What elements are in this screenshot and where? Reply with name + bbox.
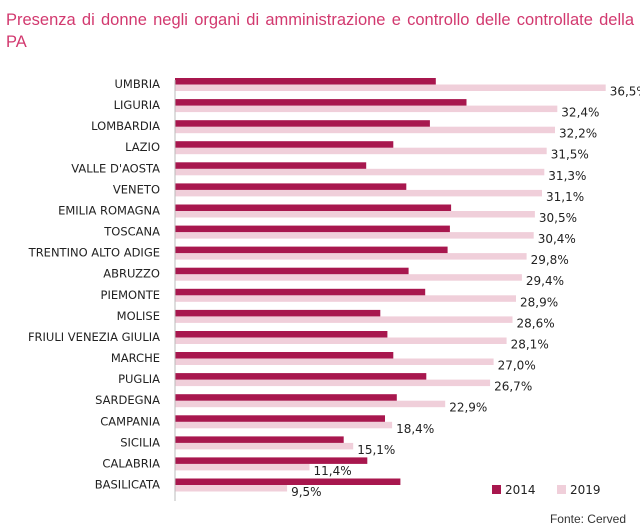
bar-2019-sicilia	[175, 442, 354, 450]
bar-2014-basilicata	[175, 478, 401, 485]
bar-2014-emilia-romagna	[175, 204, 452, 211]
category-label-toscana: TOSCANA	[103, 225, 160, 239]
category-label-abruzzo: ABRUZZO	[103, 267, 160, 281]
bar-2014-piemonte	[175, 288, 426, 296]
value-label-umbria: 36,5%	[610, 85, 640, 99]
bar-2019-emilia-romagna	[175, 211, 535, 218]
value-label-veneto: 31,1%	[546, 190, 584, 204]
bar-2014-umbria	[175, 78, 436, 85]
value-label-valle-d-aosta: 31,3%	[548, 169, 586, 183]
value-label-trentino-alto-adige: 29,8%	[531, 253, 569, 267]
value-label-sardegna: 22,9%	[449, 401, 487, 415]
bar-2019-basilicata	[175, 485, 288, 492]
bar-2014-veneto	[175, 183, 407, 190]
value-label-lombardia: 32,2%	[559, 127, 597, 141]
bar-2019-piemonte	[175, 295, 516, 302]
bar-2014-calabria	[175, 457, 368, 464]
bar-2019-puglia	[175, 379, 491, 387]
value-label-marche: 27,0%	[498, 359, 536, 373]
legend-swatch-2014	[492, 485, 501, 494]
bar-2019-valle-d-aosta	[175, 168, 545, 176]
value-label-piemonte: 28,9%	[520, 295, 558, 309]
category-label-lombardia: LOMBARDIA	[91, 119, 160, 133]
bar-2019-liguria	[175, 105, 558, 113]
category-label-campania: CAMPANIA	[100, 414, 160, 428]
bar-2019-lombardia	[175, 126, 555, 134]
bar-2014-liguria	[175, 99, 467, 106]
bar-2019-trentino-alto-adige	[175, 253, 527, 260]
bar-2014-toscana	[175, 225, 450, 233]
category-label-liguria: LIGURIA	[114, 98, 161, 112]
category-label-piemonte: PIEMONTE	[101, 288, 160, 302]
legend-label-2019: 2019	[570, 483, 601, 497]
bar-2019-veneto	[175, 189, 542, 197]
bar-2014-friuli-venezia-giulia	[175, 331, 388, 338]
legend-label-2014: 2014	[505, 483, 536, 497]
bar-2019-sardegna	[175, 400, 446, 408]
value-labels: 36,5% 32,4% 32,2% 31,5% 31,3% 31,1% 30,5% 30,4%…	[291, 85, 640, 500]
category-label-valle-d-aosta: VALLE D'AOSTA	[71, 161, 160, 175]
bars-group	[175, 78, 606, 492]
value-label-toscana: 30,4%	[538, 232, 576, 246]
category-label-emilia-romagna: EMILIA ROMAGNA	[58, 204, 160, 218]
bar-2019-umbria	[175, 84, 606, 91]
value-label-sicilia: 15,1%	[357, 443, 395, 457]
chart-title: Presenza di donne negli organi di ammini…	[6, 11, 634, 51]
category-label-calabria: CALABRIA	[102, 456, 160, 470]
value-label-lazio: 31,5%	[551, 148, 589, 162]
bar-2014-valle-d-aosta	[175, 162, 367, 169]
bar-2019-toscana	[175, 232, 534, 239]
category-label-sardegna: SARDEGNA	[95, 393, 160, 407]
value-label-puglia: 26,7%	[494, 380, 532, 394]
category-label-veneto: VENETO	[113, 182, 160, 196]
value-label-molise: 28,6%	[517, 316, 555, 330]
value-label-liguria: 32,4%	[561, 106, 599, 120]
category-labels: UMBRIA LIGURIA LOMBARDIA LAZIO VALLE D'AOSTA…	[28, 77, 160, 492]
value-label-emilia-romagna: 30,5%	[539, 211, 577, 225]
category-label-friuli-venezia-giulia: FRIULI VENEZIA GIULIA	[28, 330, 160, 344]
category-label-marche: MARCHE	[111, 351, 160, 365]
category-label-umbria: UMBRIA	[115, 77, 161, 91]
legend: 2014 2019	[492, 483, 601, 497]
category-label-puglia: PUGLIA	[118, 372, 160, 386]
bar-2019-lazio	[175, 147, 547, 155]
bar-2019-friuli-venezia-giulia	[175, 337, 507, 344]
value-label-calabria: 11,4%	[314, 464, 352, 478]
category-label-trentino-alto-adige: TRENTINO ALTO ADIGE	[28, 246, 160, 260]
legend-swatch-2019	[557, 485, 566, 494]
bar-2019-calabria	[175, 463, 310, 471]
bar-2014-molise	[175, 309, 381, 317]
bar-2019-molise	[175, 316, 513, 323]
value-label-friuli-venezia-giulia: 28,1%	[511, 338, 549, 352]
bar-2014-abruzzo	[175, 267, 409, 275]
category-label-basilicata: BASILICATA	[95, 478, 160, 492]
bar-2014-trentino-alto-adige	[175, 246, 448, 254]
category-label-sicilia: SICILIA	[120, 435, 160, 449]
value-label-basilicata: 9,5%	[291, 485, 322, 499]
bar-2019-campania	[175, 421, 393, 429]
bar-2019-marche	[175, 358, 494, 365]
bar-2014-lombardia	[175, 120, 430, 127]
bar-2014-puglia	[175, 373, 427, 380]
category-label-lazio: LAZIO	[125, 140, 160, 154]
category-label-molise: MOLISE	[117, 309, 160, 323]
bar-2014-sardegna	[175, 394, 397, 401]
bar-2019-abruzzo	[175, 274, 522, 281]
bar-2014-lazio	[175, 141, 394, 148]
bar-2014-campania	[175, 415, 385, 422]
source-note: Fonte: Cerved	[549, 512, 626, 526]
value-label-campania: 18,4%	[396, 422, 434, 436]
bar-2014-sicilia	[175, 436, 344, 443]
bar-2014-marche	[175, 352, 394, 359]
value-label-abruzzo: 29,4%	[526, 274, 564, 288]
